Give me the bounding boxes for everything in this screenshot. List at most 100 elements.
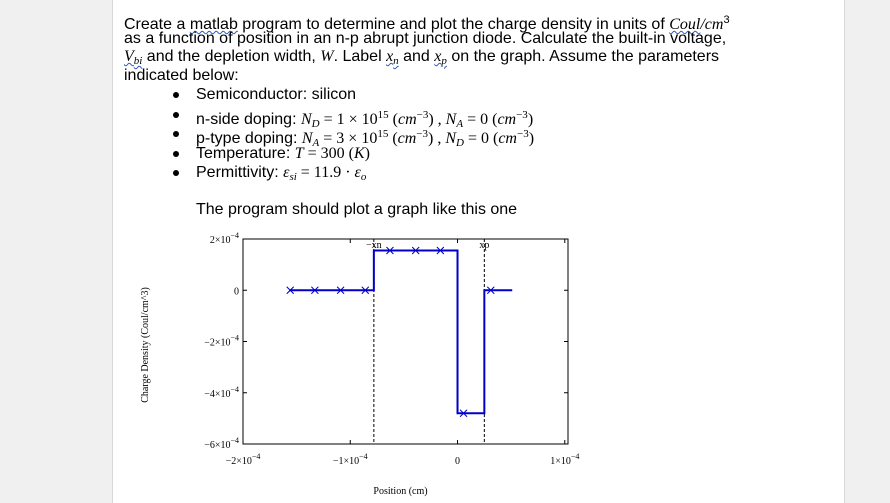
text-line: Create a matlab program to determine and… — [124, 11, 730, 34]
text-run: −3 — [416, 108, 429, 121]
text-run: ) — [527, 110, 534, 128]
text-line: Semiconductor: silicon — [196, 86, 356, 104]
text-line: Permittivity: εsi = 11.9 · εo — [196, 164, 366, 186]
tick-label-exponent: −4 — [230, 385, 239, 394]
y-axis-label: Charge Density (Coul/cm^3) — [140, 287, 151, 403]
text-run: indicated below: — [124, 66, 239, 84]
text-run: ) — [528, 130, 535, 147]
text-run: Temperature: — [196, 144, 295, 162]
tick-label: −6×10−4 — [204, 436, 239, 451]
data-marker — [459, 409, 468, 418]
bullet — [173, 92, 179, 98]
text-run: N — [301, 130, 313, 147]
text-run: V — [124, 48, 134, 65]
tick-label-base: −1×10 — [333, 456, 359, 467]
text-run: A — [312, 137, 320, 149]
text-run: Permittivity: — [196, 164, 284, 181]
text-run: 15 — [377, 128, 389, 140]
tick-label-base: −2×10 — [226, 456, 252, 467]
tick-label-exponent: −4 — [359, 452, 368, 461]
text-run: p — [441, 55, 447, 67]
text-line: Vbi and the depletion width, W. Label xn… — [124, 48, 719, 70]
x-axis-label: Position (cm) — [373, 486, 427, 497]
tick-label-base: −4×10 — [204, 389, 230, 400]
annotation-label: −xn — [366, 240, 382, 251]
text-run: cm — [397, 130, 417, 147]
text-line: n-side doping: ND = 1 × 1015 (cm−3) , NA… — [196, 106, 533, 133]
text-run: on the graph. Assume the parameters — [446, 48, 720, 65]
text-run: as a function of position in an n-p abru… — [124, 29, 727, 47]
text-run: ε — [354, 164, 361, 181]
text-run: = 1 × 10 — [319, 110, 378, 128]
data-marker — [436, 246, 445, 255]
bullet — [173, 170, 179, 176]
text-run: and the depletion width, — [142, 48, 321, 65]
text-run: −3 — [516, 128, 529, 140]
text-run: x — [386, 48, 394, 65]
text-run: N — [445, 110, 457, 128]
text-run: ) , — [428, 110, 446, 128]
tick-label-exponent: −4 — [230, 334, 239, 343]
tick-label: 0 — [455, 456, 460, 467]
text-line: Temperature: T = 300 (K) — [196, 145, 370, 163]
text-run: x — [434, 48, 442, 65]
text-run: T — [294, 144, 304, 162]
text-run: = 3 × 10 — [319, 130, 378, 147]
bullet — [173, 131, 179, 137]
text-run: D — [456, 137, 464, 149]
text-run: A — [456, 117, 464, 130]
text-line: as a function of position in an n-p abru… — [124, 30, 726, 48]
tick-label: 2×10−4 — [210, 231, 239, 246]
text-run: n — [393, 55, 399, 67]
text-run: N — [300, 110, 312, 128]
tick-label-exponent: −4 — [230, 436, 239, 445]
plot-frame — [242, 238, 569, 445]
tick-label-base: 2×10 — [210, 235, 231, 246]
tick-label-base: −2×10 — [204, 338, 230, 349]
text-run: W — [320, 48, 334, 65]
text-run: o — [360, 171, 367, 183]
text-run: ε — [283, 164, 290, 181]
data-marker — [361, 286, 370, 295]
text-run: ( — [388, 110, 398, 128]
text-line: p-type doping: NA = 3 × 1015 (cm−3) , ND… — [196, 125, 534, 152]
text-run: ) , — [428, 130, 446, 147]
text-run: = 0 ( — [463, 110, 498, 128]
text-run: = 0 ( — [463, 130, 499, 147]
text-run: cm — [497, 110, 517, 128]
data-marker — [486, 286, 495, 295]
tick-label-base: 0 — [455, 456, 460, 467]
tick-label-exponent: −4 — [252, 452, 261, 461]
text-run: Create a — [124, 16, 190, 33]
text-run: = 300 ( — [303, 144, 354, 162]
text-run: p-type doping: — [196, 130, 302, 147]
text-run: n-side doping: — [196, 110, 301, 128]
text-run: /cm — [700, 16, 724, 33]
text-run: si — [289, 171, 297, 183]
text-run: Coul — [669, 16, 701, 33]
text-run: matlab — [189, 16, 238, 33]
data-marker — [311, 286, 319, 295]
text-run: cm — [397, 110, 417, 128]
text-run: 15 — [377, 108, 389, 121]
bullet — [173, 150, 179, 157]
text-run: bi — [133, 55, 143, 67]
lead-text: The program should plot a graph like thi… — [196, 201, 518, 218]
tick-label-exponent: −4 — [230, 231, 239, 240]
annotation-label: xp — [479, 240, 489, 251]
text-run: cm — [498, 130, 517, 147]
text-run: and — [398, 48, 435, 65]
data-marker — [286, 286, 295, 295]
data-line — [289, 249, 513, 415]
tick-label: −4×10−4 — [204, 385, 239, 400]
tick-label-exponent: −4 — [571, 452, 580, 461]
text-run: K — [353, 144, 365, 162]
text-run: −3 — [416, 128, 429, 140]
data-marker — [411, 246, 420, 255]
tick-label-base: 0 — [234, 286, 239, 297]
tick-label: −2×10−4 — [204, 334, 239, 349]
text-run: ) — [364, 144, 370, 162]
text-run: Semiconductor: silicon — [196, 86, 357, 103]
